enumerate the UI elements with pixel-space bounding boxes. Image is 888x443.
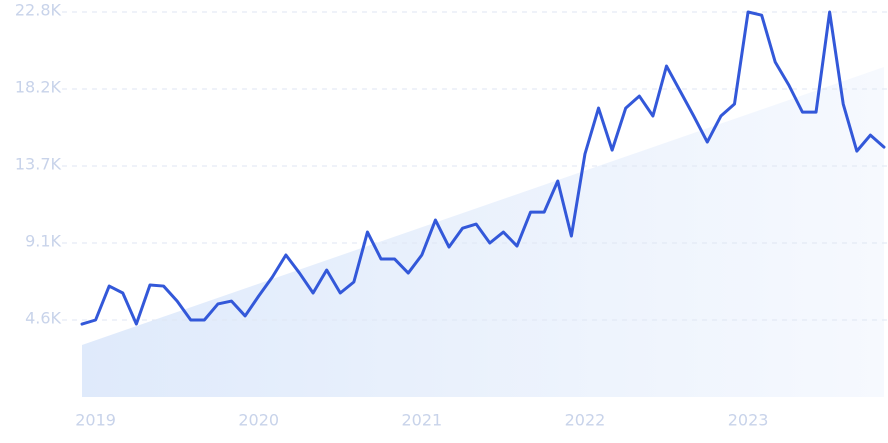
y-tick-label: 4.6K: [25, 309, 61, 328]
x-tick-label: 2021: [401, 411, 442, 430]
x-tick-label: 2019: [75, 411, 116, 430]
y-tick-label: 22.8K: [15, 1, 62, 20]
y-tick-label: 13.7K: [15, 155, 62, 174]
x-tick-label: 2023: [728, 411, 769, 430]
data-line: [80, 10, 886, 326]
x-tick-label: 2022: [565, 411, 606, 430]
y-tick-label: 9.1K: [25, 232, 61, 251]
y-tick-label: 18.2K: [15, 78, 62, 97]
x-tick-label: 2020: [238, 411, 279, 430]
